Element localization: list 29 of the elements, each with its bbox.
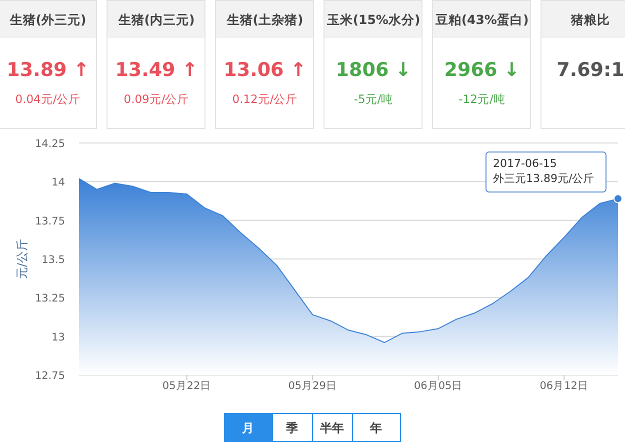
x-tick-label: 05月22日	[162, 380, 212, 392]
y-tick-label: 13.75	[34, 215, 65, 228]
card: 生猪(土杂猪) 13.06 ↑ 0.12元/公斤	[215, 0, 314, 129]
y-tick-label: 12.75	[34, 370, 65, 382]
y-tick-label: 14.25	[34, 138, 65, 150]
card: 猪粮比 7.69:1	[540, 0, 625, 129]
text: 年	[369, 421, 382, 435]
x-tick-label: 05月29日	[288, 380, 337, 392]
category-label: 玉米(15%水分)	[326, 12, 420, 27]
y-tick-label: 14	[52, 176, 66, 189]
card: 生猪(内三元) 13.49 ↑ 0.09元/公斤	[106, 0, 206, 129]
category-label: 豆粕(43%蛋白)	[434, 12, 529, 27]
category-label: 生猪(土杂猪)	[226, 12, 304, 27]
x-tick-label: 06月12日	[540, 380, 588, 392]
y-tick-label: 13.25	[34, 292, 65, 305]
y-tick-label: 13	[52, 331, 65, 344]
y-axis-title: 元/公斤	[15, 238, 29, 280]
category-label: 猪粮比	[570, 12, 610, 27]
x-tick-label: 06月05日	[414, 380, 463, 392]
text: 月	[241, 421, 254, 435]
card: 生猪(外三元) 13.89 ↑ 0.04元/公斤	[0, 0, 97, 129]
card: 玉米(15%水分) 1806 ↓ -5元/吨	[324, 0, 422, 129]
category-label: 生猪(内三元)	[117, 12, 195, 27]
text: 季	[285, 421, 299, 435]
category-label: 生猪(外三元)	[8, 12, 86, 27]
y-tick-label: 13.5	[42, 254, 65, 266]
card: 豆粕(43%蛋白) 2966 ↓ -12元/吨	[432, 0, 531, 129]
annotation: 2017-06-15 外三元13.89元/公斤	[493, 157, 594, 185]
text: 半年	[319, 421, 344, 435]
